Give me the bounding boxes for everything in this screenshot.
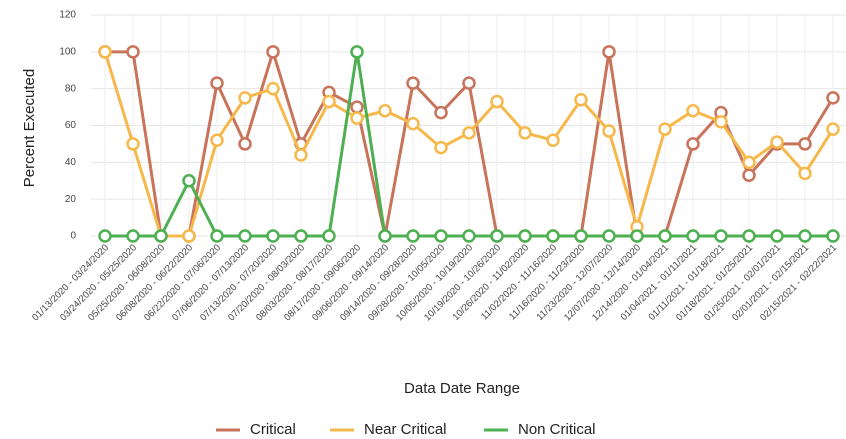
point <box>798 166 812 181</box>
legend-label: Non Critical <box>518 421 596 438</box>
point <box>630 229 644 243</box>
point <box>462 229 476 243</box>
point <box>350 111 364 125</box>
point <box>714 115 728 129</box>
x-axis-title: Data Date Range <box>404 380 520 397</box>
point <box>742 229 756 243</box>
y-tick-label: 80 <box>65 83 77 94</box>
point <box>686 104 700 118</box>
point <box>686 229 700 243</box>
point <box>182 229 196 243</box>
point <box>462 126 476 140</box>
point <box>574 92 588 107</box>
point <box>826 229 840 243</box>
legend-label: Critical <box>250 421 296 438</box>
point <box>406 76 420 90</box>
point <box>658 229 672 243</box>
point <box>98 45 112 59</box>
point <box>98 229 112 243</box>
y-tick-label: 120 <box>59 10 76 21</box>
point <box>826 122 840 136</box>
point <box>210 229 224 243</box>
point <box>770 229 784 243</box>
point <box>210 76 224 90</box>
point <box>294 229 308 243</box>
point <box>126 45 140 59</box>
y-axis-title: Percent Executed <box>21 69 38 187</box>
point <box>238 137 252 151</box>
point <box>238 229 252 243</box>
point <box>658 122 672 136</box>
point <box>294 148 308 162</box>
point <box>126 229 140 243</box>
point <box>602 124 616 138</box>
point <box>770 135 784 149</box>
point <box>322 229 336 243</box>
point <box>798 229 812 243</box>
point <box>434 229 448 243</box>
point <box>350 45 364 59</box>
point <box>378 104 392 118</box>
point <box>434 105 448 120</box>
y-tick-label: 40 <box>65 157 77 168</box>
point <box>742 168 756 182</box>
point <box>322 94 336 109</box>
point <box>266 45 280 59</box>
point <box>182 174 196 188</box>
point <box>490 229 504 243</box>
y-tick-label: 100 <box>59 46 76 57</box>
point <box>714 229 728 243</box>
legend-label: Near Critical <box>364 421 447 438</box>
point <box>434 140 448 155</box>
point <box>126 137 140 151</box>
point <box>518 229 532 243</box>
point <box>406 229 420 243</box>
point <box>518 126 532 140</box>
y-tick-label: 0 <box>70 231 76 242</box>
point <box>378 229 392 243</box>
point <box>574 229 588 243</box>
point <box>238 91 252 105</box>
point <box>490 94 504 109</box>
point <box>602 45 616 59</box>
y-tick-label: 60 <box>65 120 77 131</box>
point <box>602 229 616 243</box>
point <box>742 155 756 170</box>
point <box>266 81 280 96</box>
point <box>798 137 812 151</box>
point <box>546 229 560 243</box>
point <box>154 229 168 243</box>
point <box>266 229 280 243</box>
y-tick-label: 20 <box>65 194 77 205</box>
point <box>686 137 700 151</box>
point <box>546 133 560 147</box>
point <box>826 91 840 105</box>
point <box>350 100 364 114</box>
point <box>210 133 224 147</box>
point <box>462 76 476 90</box>
point <box>406 116 420 131</box>
